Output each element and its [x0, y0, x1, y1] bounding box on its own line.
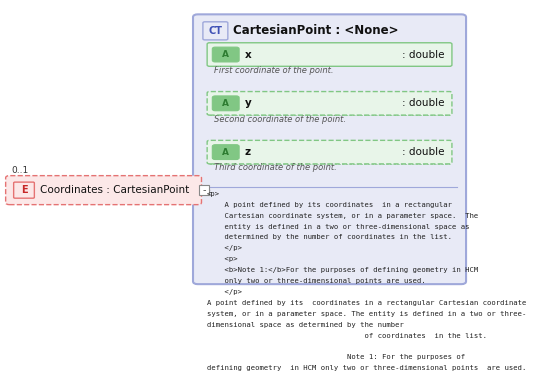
- FancyBboxPatch shape: [203, 22, 228, 40]
- Text: system, or in a parameter space. The entity is defined in a two or three-: system, or in a parameter space. The ent…: [207, 311, 527, 317]
- Text: : double: : double: [402, 98, 445, 108]
- Text: dimensional space as determined by the number: dimensional space as determined by the n…: [207, 322, 404, 328]
- FancyBboxPatch shape: [207, 140, 452, 164]
- FancyBboxPatch shape: [212, 145, 239, 160]
- Text: <b>Note 1:</b>For the purposes of defining geometry in HCM: <b>Note 1:</b>For the purposes of defini…: [207, 267, 478, 273]
- Text: determined by the number of coordinates in the list.: determined by the number of coordinates …: [207, 234, 452, 240]
- FancyBboxPatch shape: [193, 14, 466, 284]
- Text: E: E: [21, 185, 28, 195]
- Text: x: x: [245, 50, 252, 59]
- Text: entity is defined in a two or three-dimensional space as: entity is defined in a two or three-dime…: [207, 224, 469, 230]
- Text: A point defined by its  coordinates in a rectangular Cartesian coordinate: A point defined by its coordinates in a …: [207, 300, 527, 306]
- FancyBboxPatch shape: [207, 43, 452, 66]
- FancyBboxPatch shape: [14, 182, 34, 198]
- Text: only two or three-dimensional points are used.: only two or three-dimensional points are…: [207, 278, 426, 284]
- Text: Note 1: For the purposes of: Note 1: For the purposes of: [207, 354, 465, 361]
- Text: Third coordinate of the point.: Third coordinate of the point.: [214, 163, 337, 173]
- Text: 0..1: 0..1: [12, 166, 29, 175]
- Text: of coordinates  in the list.: of coordinates in the list.: [207, 333, 487, 339]
- Text: A point defined by its coordinates  in a rectangular: A point defined by its coordinates in a …: [207, 202, 452, 208]
- Text: First coordinate of the point.: First coordinate of the point.: [214, 66, 334, 75]
- Text: z: z: [245, 147, 251, 157]
- Text: : double: : double: [402, 50, 445, 59]
- FancyBboxPatch shape: [212, 47, 239, 62]
- Text: </p>: </p>: [207, 289, 242, 295]
- Text: CT: CT: [208, 26, 223, 36]
- Text: A: A: [222, 50, 229, 59]
- Text: <p>: <p>: [207, 191, 220, 197]
- Text: -: -: [202, 185, 206, 195]
- Text: Coordinates : CartesianPoint: Coordinates : CartesianPoint: [40, 185, 189, 195]
- FancyBboxPatch shape: [6, 175, 202, 205]
- Text: Second coordinate of the point.: Second coordinate of the point.: [214, 115, 346, 124]
- Text: y: y: [245, 98, 252, 108]
- FancyBboxPatch shape: [199, 185, 209, 195]
- FancyBboxPatch shape: [207, 92, 452, 115]
- FancyBboxPatch shape: [212, 96, 239, 111]
- Text: A: A: [222, 99, 229, 108]
- Text: Cartesian coordinate system, or in a parameter space.  The: Cartesian coordinate system, or in a par…: [207, 213, 478, 219]
- Text: </p>: </p>: [207, 245, 242, 252]
- Text: CartesianPoint : <None>: CartesianPoint : <None>: [233, 24, 398, 37]
- Text: <p>: <p>: [207, 256, 238, 262]
- Text: defining geometry  in HCM only two or three-dimensional points  are used.: defining geometry in HCM only two or thr…: [207, 365, 527, 371]
- Text: : double: : double: [402, 147, 445, 157]
- Text: A: A: [222, 148, 229, 157]
